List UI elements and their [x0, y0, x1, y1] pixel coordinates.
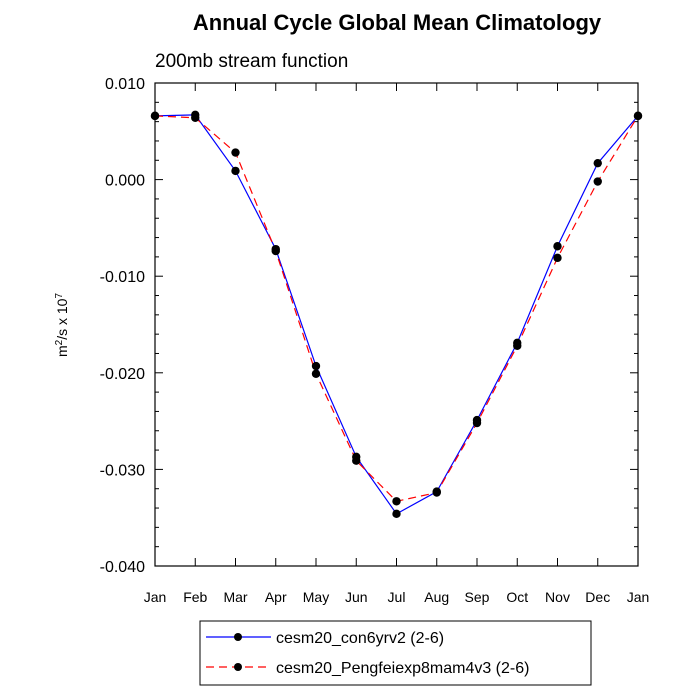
series-line-2	[154, 115, 639, 502]
y-tick-label: -0.020	[100, 366, 145, 383]
series-2-point	[231, 148, 240, 157]
x-tick-label: Jul	[388, 589, 406, 605]
chart-title: Annual Cycle Global Mean Climatology	[193, 10, 602, 35]
x-tick-label: Jun	[345, 589, 368, 605]
y-tick-label: -0.010	[100, 269, 145, 286]
series-2-point	[311, 369, 321, 378]
series-2-point	[513, 341, 522, 350]
chart-subtitle: 200mb stream function	[155, 51, 348, 72]
y-tick-label: -0.040	[100, 559, 145, 576]
legend: cesm20_con6yrv2 (2-6) cesm20_Pengfeiexp8…	[199, 620, 592, 686]
x-tick-label: Aug	[424, 589, 449, 605]
y-tick-label: -0.030	[100, 462, 145, 479]
y-axis-label-base: m	[54, 345, 70, 357]
legend-marker-series-2	[234, 663, 242, 671]
series-1-point	[392, 509, 401, 519]
legend-label-series-1: cesm20_con6yrv2 (2-6)	[276, 630, 444, 647]
x-axis: Jan Feb Mar Apr May Jun Jul Aug Sep Oct Nov Dec Jan	[144, 83, 650, 605]
x-tick-label: Feb	[183, 589, 207, 605]
series-2-point	[432, 488, 441, 497]
legend-label-series-2: cesm20_Pengfeiexp8mam4v3 (2-6)	[276, 660, 529, 677]
series-2-point	[352, 456, 361, 465]
x-tick-label: Jan	[144, 589, 167, 605]
series-1-point	[553, 242, 562, 251]
y-axis-label-mid: /s x 10	[54, 298, 70, 339]
x-tick-label: Jan	[627, 589, 650, 605]
x-tick-label: Apr	[265, 589, 287, 605]
series-2-point	[191, 113, 200, 122]
series-2-point	[271, 246, 280, 256]
y-tick-label: 0.000	[105, 173, 145, 190]
x-tick-label: May	[303, 589, 329, 605]
y-axis-label: m2/s x 107	[54, 293, 71, 357]
series-2-point	[593, 177, 602, 186]
series-2-point	[553, 253, 562, 263]
series-1-point	[231, 166, 240, 176]
plot-frame	[154, 82, 639, 567]
y-tick-label: 0.010	[105, 76, 145, 93]
y-axis: -0.040 -0.030 -0.020 -0.010 0.000 0.010	[100, 76, 638, 576]
x-tick-label: Oct	[506, 589, 528, 605]
x-tick-label: Nov	[545, 589, 570, 605]
x-tick-label: Sep	[465, 589, 490, 605]
legend-box	[199, 620, 592, 686]
x-tick-label: Dec	[585, 589, 610, 605]
series-1-point	[593, 158, 602, 168]
x-tick-label: Mar	[223, 589, 247, 605]
series-2-point	[633, 111, 643, 121]
series-2-point	[150, 111, 160, 121]
legend-marker-series-1	[234, 633, 242, 641]
series-1-point	[311, 361, 321, 371]
series-2-point	[392, 497, 401, 506]
series-2-point	[472, 418, 482, 428]
series-line-1	[154, 114, 639, 515]
series-layer	[150, 110, 643, 519]
y-axis-label-exponent-2: 7	[54, 293, 65, 299]
y-axis-label-exponent-1: 2	[54, 339, 65, 345]
